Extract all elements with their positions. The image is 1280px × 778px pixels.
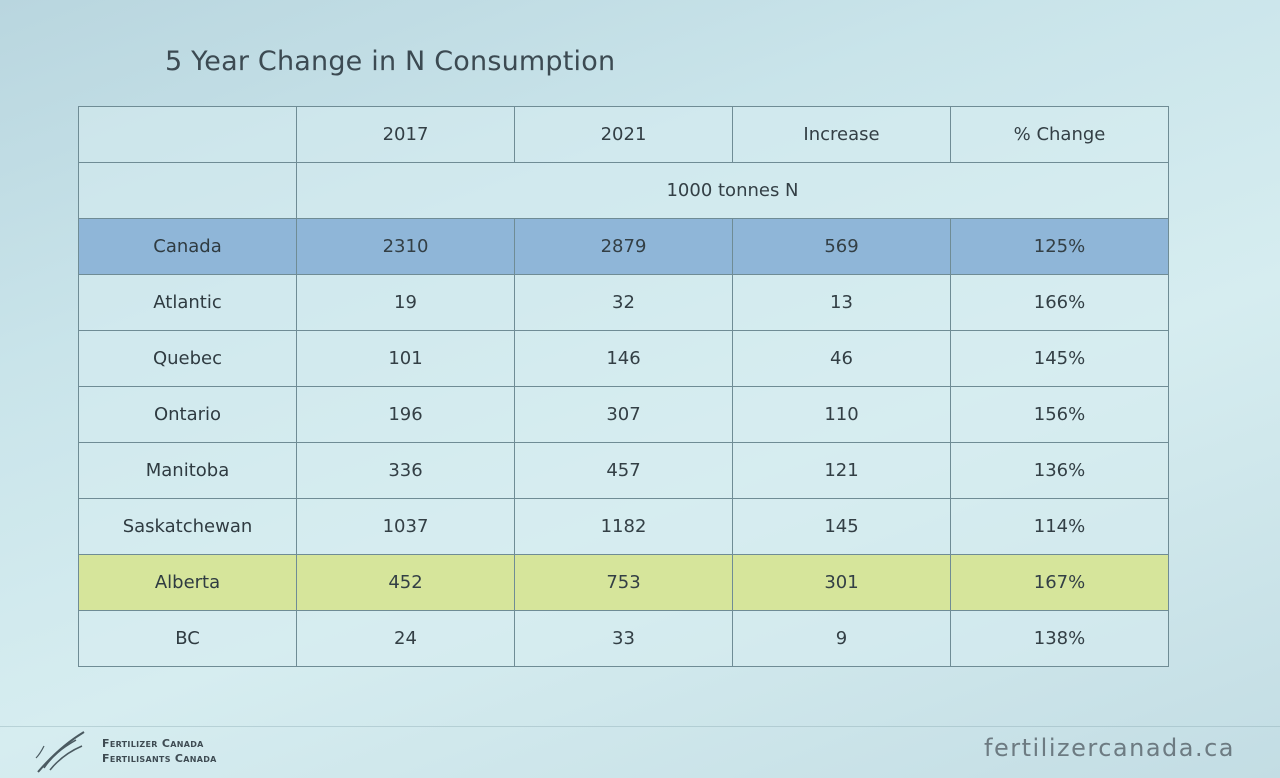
fertilizer-canada-logo: Fertilizer Canada Fertilisants Canada bbox=[30, 728, 217, 774]
increase-cell: 13 bbox=[732, 274, 951, 331]
region-cell: Saskatchewan bbox=[78, 498, 297, 555]
slide-title: 5 Year Change in N Consumption bbox=[165, 46, 616, 77]
table-row-saskatchewan: Saskatchewan 1037 1182 145 114% bbox=[78, 498, 1169, 555]
table-row-canada: Canada 2310 2879 569 125% bbox=[78, 218, 1169, 275]
value-2017-cell: 452 bbox=[296, 554, 515, 611]
table-row-atlantic: Atlantic 19 32 13 166% bbox=[78, 274, 1169, 331]
increase-cell: 9 bbox=[732, 610, 951, 667]
region-cell: Quebec bbox=[78, 330, 297, 387]
region-cell: Ontario bbox=[78, 386, 297, 443]
wheat-leaf-icon bbox=[35, 731, 85, 773]
value-2017-cell: 19 bbox=[296, 274, 515, 331]
value-2017-cell: 1037 bbox=[296, 498, 515, 555]
header-cell-increase: Increase bbox=[732, 106, 951, 163]
increase-cell: 46 bbox=[732, 330, 951, 387]
pct-change-cell: 145% bbox=[950, 330, 1169, 387]
footer-divider bbox=[0, 726, 1280, 727]
pct-change-cell: 156% bbox=[950, 386, 1169, 443]
value-2021-cell: 33 bbox=[514, 610, 733, 667]
logo-line-english: Fertilizer Canada bbox=[102, 737, 204, 750]
increase-cell: 121 bbox=[732, 442, 951, 499]
unit-row: 1000 tonnes N bbox=[78, 162, 1169, 219]
table-row-manitoba: Manitoba 336 457 121 136% bbox=[78, 442, 1169, 499]
pct-change-cell: 114% bbox=[950, 498, 1169, 555]
value-2021-cell: 146 bbox=[514, 330, 733, 387]
region-cell: BC bbox=[78, 610, 297, 667]
table-row-ontario: Ontario 196 307 110 156% bbox=[78, 386, 1169, 443]
header-cell-2017: 2017 bbox=[296, 106, 515, 163]
value-2017-cell: 2310 bbox=[296, 218, 515, 275]
value-2021-cell: 2879 bbox=[514, 218, 733, 275]
value-2017-cell: 336 bbox=[296, 442, 515, 499]
value-2017-cell: 24 bbox=[296, 610, 515, 667]
region-cell: Atlantic bbox=[78, 274, 297, 331]
pct-change-cell: 136% bbox=[950, 442, 1169, 499]
increase-cell: 145 bbox=[732, 498, 951, 555]
value-2017-cell: 101 bbox=[296, 330, 515, 387]
table-row-bc: BC 24 33 9 138% bbox=[78, 610, 1169, 667]
value-2017-cell: 196 bbox=[296, 386, 515, 443]
value-2021-cell: 1182 bbox=[514, 498, 733, 555]
website-link[interactable]: fertilizercanada.ca bbox=[984, 734, 1235, 762]
unit-row-empty-cell bbox=[78, 162, 297, 219]
value-2021-cell: 32 bbox=[514, 274, 733, 331]
increase-cell: 301 bbox=[732, 554, 951, 611]
region-cell: Canada bbox=[78, 218, 297, 275]
region-cell: Manitoba bbox=[78, 442, 297, 499]
header-cell-pct-change: % Change bbox=[950, 106, 1169, 163]
logo-line-french: Fertilisants Canada bbox=[102, 752, 217, 765]
header-cell-2021: 2021 bbox=[514, 106, 733, 163]
value-2021-cell: 457 bbox=[514, 442, 733, 499]
table-row-quebec: Quebec 101 146 46 145% bbox=[78, 330, 1169, 387]
region-cell: Alberta bbox=[78, 554, 297, 611]
pct-change-cell: 138% bbox=[950, 610, 1169, 667]
increase-cell: 110 bbox=[732, 386, 951, 443]
logo-text: Fertilizer Canada Fertilisants Canada bbox=[102, 736, 217, 766]
value-2021-cell: 753 bbox=[514, 554, 733, 611]
pct-change-cell: 125% bbox=[950, 218, 1169, 275]
value-2021-cell: 307 bbox=[514, 386, 733, 443]
n-consumption-table: 2017 2021 Increase % Change 1000 tonnes … bbox=[78, 106, 1169, 667]
table-row-alberta: Alberta 452 753 301 167% bbox=[78, 554, 1169, 611]
increase-cell: 569 bbox=[732, 218, 951, 275]
header-cell-empty bbox=[78, 106, 297, 163]
unit-label: 1000 tonnes N bbox=[296, 162, 1169, 219]
pct-change-cell: 166% bbox=[950, 274, 1169, 331]
pct-change-cell: 167% bbox=[950, 554, 1169, 611]
header-row: 2017 2021 Increase % Change bbox=[78, 106, 1169, 163]
